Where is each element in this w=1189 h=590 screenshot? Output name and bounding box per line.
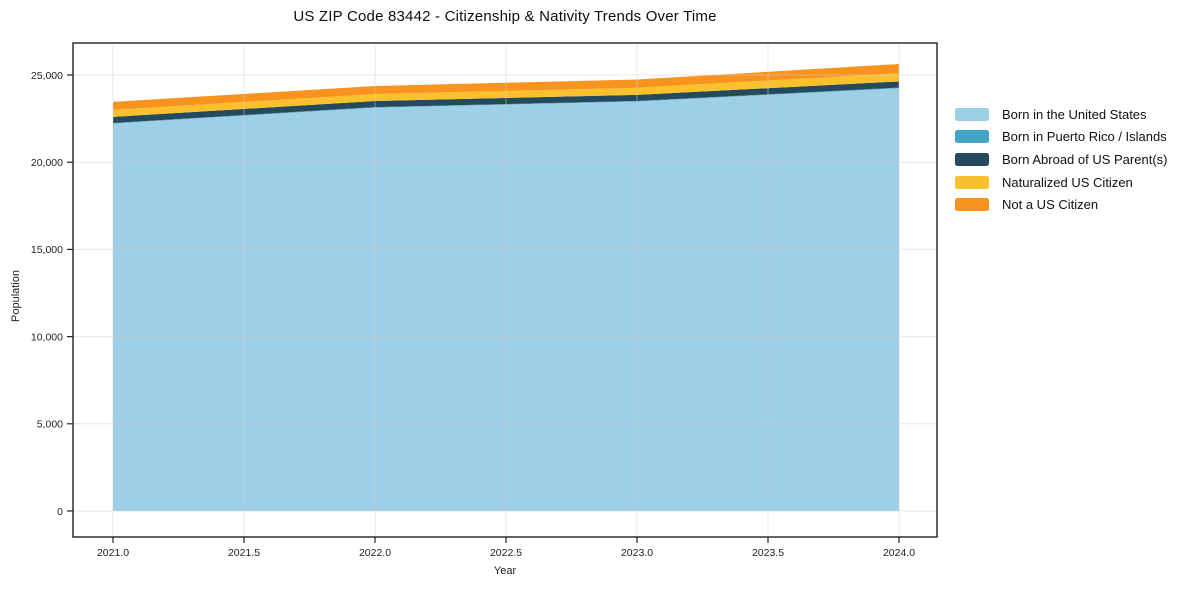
legend-item: Born in the United States [955, 103, 1167, 126]
legend-label: Not a US Citizen [1002, 197, 1099, 213]
legend-swatch-icon [955, 198, 989, 212]
x-tick-label: 2023.5 [752, 547, 784, 559]
legend-item: Born in Puerto Rico / Islands [955, 126, 1167, 149]
legend-item: Naturalized US Citizen [955, 171, 1167, 194]
legend-label: Born in the United States [1002, 106, 1147, 122]
y-tick-label: 15,000 [31, 244, 63, 256]
legend-item: Not a US Citizen [955, 193, 1167, 216]
legend-swatch-icon [955, 152, 989, 166]
y-tick-label: 0 [57, 506, 63, 518]
plot-frame [72, 42, 938, 538]
x-tick-label: 2022.5 [490, 547, 522, 559]
legend-swatch-icon [955, 175, 989, 189]
x-tick-label: 2024.0 [883, 547, 915, 559]
legend-swatch-icon [955, 107, 989, 121]
legend: Born in the United States Born in Puerto … [955, 103, 1167, 216]
x-axis-label: Year [493, 565, 517, 577]
x-tick-label: 2022.0 [359, 547, 391, 559]
x-tick-label: 2021.0 [97, 547, 129, 559]
y-tick-label: 25,000 [31, 70, 63, 82]
y-tick-label: 20,000 [31, 157, 63, 169]
y-tick-label: 10,000 [31, 331, 63, 343]
x-tick-label: 2023.0 [621, 547, 653, 559]
legend-label: Born Abroad of US Parent(s) [1002, 151, 1168, 167]
y-axis-label: Population [10, 270, 22, 322]
y-tick-label: 5,000 [37, 419, 63, 431]
chart-title: US ZIP Code 83442 - Citizenship & Nativi… [293, 8, 717, 25]
legend-swatch-icon [955, 130, 989, 144]
legend-label: Naturalized US Citizen [1002, 174, 1133, 190]
legend-label: Born in Puerto Rico / Islands [1002, 129, 1167, 145]
x-tick-label: 2021.5 [228, 547, 260, 559]
legend-item: Born Abroad of US Parent(s) [955, 148, 1167, 171]
